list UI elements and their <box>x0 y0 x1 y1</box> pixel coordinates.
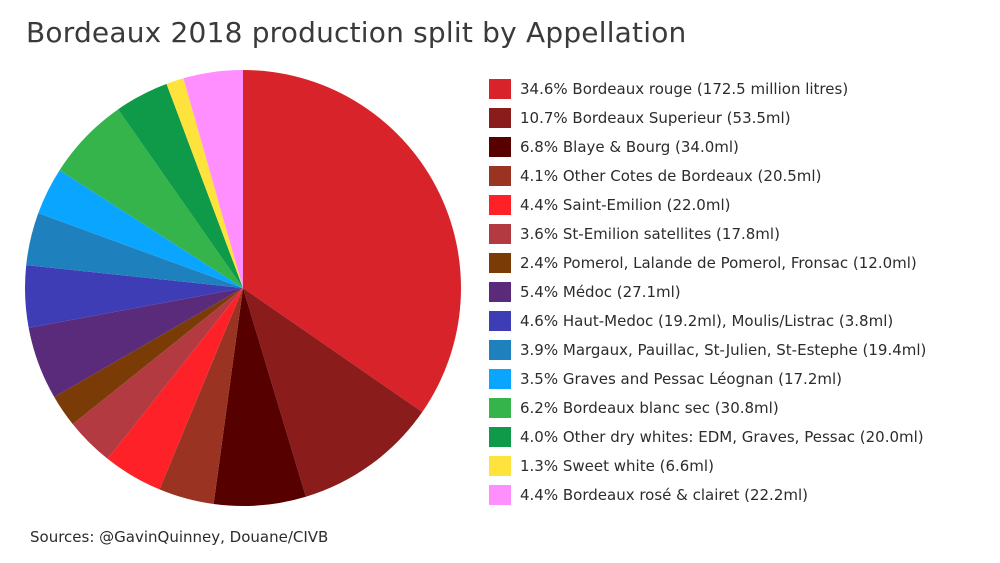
legend-label: 6.8% Blaye & Bourg (34.0ml) <box>520 137 739 156</box>
pie-slice-8 <box>28 288 244 397</box>
pie-slice-5 <box>107 288 244 490</box>
legend-swatch <box>489 397 511 418</box>
legend-swatch <box>489 107 511 128</box>
pie-slice-13 <box>118 83 243 288</box>
legend-label: 3.5% Graves and Pessac Léognan (17.2ml) <box>520 369 842 388</box>
pie-slice-12 <box>59 109 244 288</box>
legend-label: 3.6% St-Emilion satellites (17.8ml) <box>520 224 780 243</box>
legend-item: 3.6% St-Emilion satellites (17.8ml) <box>489 219 926 248</box>
legend-item: 4.6% Haut-Medoc (19.2ml), Moulis/Listrac… <box>489 306 926 335</box>
pie-slice-14 <box>166 78 243 288</box>
chart-legend: 34.6% Bordeaux rouge (172.5 million litr… <box>489 74 926 509</box>
source-note: Sources: @GavinQuinney, Douane/CIVB <box>30 528 329 546</box>
legend-item: 3.9% Margaux, Pauillac, St-Julien, St-Es… <box>489 335 926 364</box>
legend-swatch <box>489 484 511 505</box>
legend-swatch <box>489 78 511 99</box>
legend-swatch <box>489 339 511 360</box>
legend-swatch <box>489 455 511 476</box>
legend-swatch <box>489 223 511 244</box>
pie-slice-1 <box>243 70 462 413</box>
legend-label: 10.7% Bordeaux Superieur (53.5ml) <box>520 108 791 127</box>
legend-item: 4.4% Saint-Emilion (22.0ml) <box>489 190 926 219</box>
legend-swatch <box>489 310 511 331</box>
legend-item: 5.4% Médoc (27.1ml) <box>489 277 926 306</box>
pie-chart <box>25 70 462 506</box>
legend-label: 4.1% Other Cotes de Bordeaux (20.5ml) <box>520 166 822 185</box>
legend-swatch <box>489 165 511 186</box>
legend-label: 2.4% Pomerol, Lalande de Pomerol, Fronsa… <box>520 253 917 272</box>
legend-item: 2.4% Pomerol, Lalande de Pomerol, Fronsa… <box>489 248 926 277</box>
legend-item: 3.5% Graves and Pessac Léognan (17.2ml) <box>489 364 926 393</box>
pie-slice-11 <box>38 170 244 288</box>
legend-label: 4.6% Haut-Medoc (19.2ml), Moulis/Listrac… <box>520 311 894 330</box>
legend-label: 3.9% Margaux, Pauillac, St-Julien, St-Es… <box>520 340 927 359</box>
legend-label: 4.0% Other dry whites: EDM, Graves, Pess… <box>520 427 924 446</box>
legend-item: 10.7% Bordeaux Superieur (53.5ml) <box>489 103 926 132</box>
legend-item: 6.8% Blaye & Bourg (34.0ml) <box>489 132 926 161</box>
legend-item: 6.2% Bordeaux blanc sec (30.8ml) <box>489 393 926 422</box>
legend-item: 34.6% Bordeaux rouge (172.5 million litr… <box>489 74 926 103</box>
legend-label: 34.6% Bordeaux rouge (172.5 million litr… <box>520 79 849 98</box>
legend-item: 1.3% Sweet white (6.6ml) <box>489 451 926 480</box>
legend-item: 4.0% Other dry whites: EDM, Graves, Pess… <box>489 422 926 451</box>
pie-slice-2 <box>243 288 423 497</box>
pie-slice-6 <box>72 288 244 459</box>
legend-item: 4.4% Bordeaux rosé & clairet (22.2ml) <box>489 480 926 509</box>
legend-item: 4.1% Other Cotes de Bordeaux (20.5ml) <box>489 161 926 190</box>
legend-swatch <box>489 281 511 302</box>
legend-label: 5.4% Médoc (27.1ml) <box>520 282 681 301</box>
pie-slice-7 <box>54 288 244 425</box>
legend-swatch <box>489 194 511 215</box>
pie-slice-15 <box>183 70 243 288</box>
legend-swatch <box>489 368 511 389</box>
legend-swatch <box>489 136 511 157</box>
legend-swatch <box>489 426 511 447</box>
legend-label: 1.3% Sweet white (6.6ml) <box>520 456 714 475</box>
chart-title: Bordeaux 2018 production split by Appell… <box>26 16 687 49</box>
pie-slice-10 <box>26 213 244 288</box>
legend-label: 6.2% Bordeaux blanc sec (30.8ml) <box>520 398 779 417</box>
legend-label: 4.4% Bordeaux rosé & clairet (22.2ml) <box>520 485 809 504</box>
pie-slice-4 <box>159 288 243 505</box>
legend-label: 4.4% Saint-Emilion (22.0ml) <box>520 195 731 214</box>
pie-slice-3 <box>213 288 306 506</box>
pie-slice-9 <box>25 265 244 328</box>
legend-swatch <box>489 252 511 273</box>
